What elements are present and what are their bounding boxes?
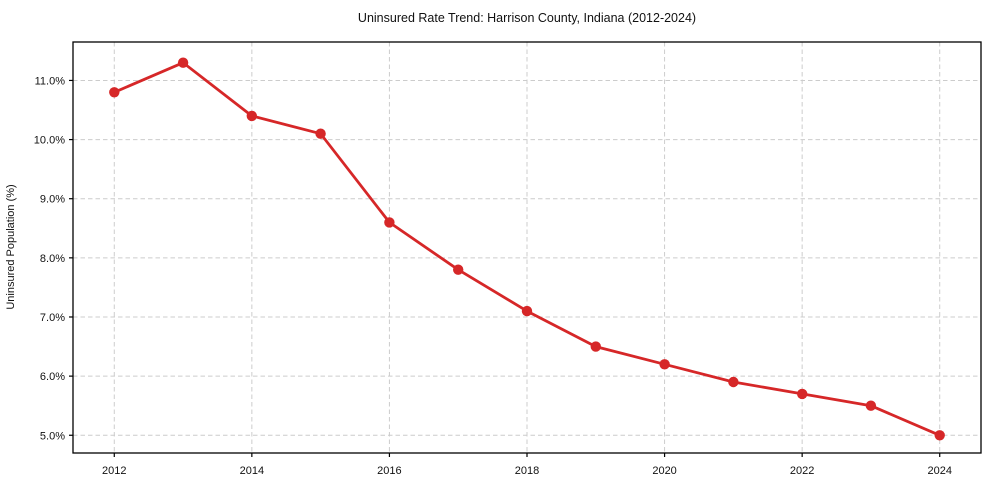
- y-tick-label: 7.0%: [40, 312, 65, 324]
- data-point-marker: [934, 430, 945, 441]
- y-tick-label: 5.0%: [40, 430, 65, 442]
- data-point-marker: [728, 376, 739, 388]
- x-tick-label: 2022: [790, 465, 814, 477]
- x-tick-label: 2014: [240, 465, 264, 477]
- x-tick-labels: 2012 2014 2016 2018 2020 2022 2024: [102, 465, 952, 477]
- x-tick-label: 2020: [652, 465, 676, 477]
- data-point-marker: [315, 128, 326, 139]
- x-tick-label: 2016: [377, 465, 401, 477]
- y-tick-label: 10.0%: [34, 135, 65, 147]
- gridlines: [73, 42, 981, 453]
- data-point-marker: [109, 87, 120, 98]
- data-point-marker: [177, 57, 189, 68]
- y-tick-label: 11.0%: [35, 75, 66, 87]
- y-tick-label: 6.0%: [40, 371, 65, 383]
- x-tick-label: 2018: [515, 465, 539, 477]
- data-point-marker: [521, 305, 533, 317]
- data-series: [109, 57, 945, 441]
- axis-ticks: [69, 79, 941, 457]
- data-point-marker: [659, 359, 670, 370]
- data-point-marker: [246, 110, 257, 122]
- y-tick-label: 9.0%: [40, 194, 65, 206]
- chart-title: Uninsured Rate Trend: Harrison County, I…: [358, 11, 696, 25]
- data-point-marker: [797, 388, 808, 400]
- y-tick-label: 8.0%: [40, 253, 65, 265]
- x-tick-label: 2024: [927, 465, 951, 477]
- y-axis-label: Uninsured Population (%): [5, 184, 17, 309]
- data-point-marker: [865, 400, 877, 411]
- data-point-marker: [453, 264, 464, 275]
- data-point-marker: [590, 341, 601, 352]
- y-tick-labels: 5.0% 6.0% 7.0% 8.0% 9.0% 10.0% 11.0%: [34, 75, 65, 442]
- x-tick-label: 2012: [102, 465, 126, 477]
- data-point-marker: [384, 217, 395, 228]
